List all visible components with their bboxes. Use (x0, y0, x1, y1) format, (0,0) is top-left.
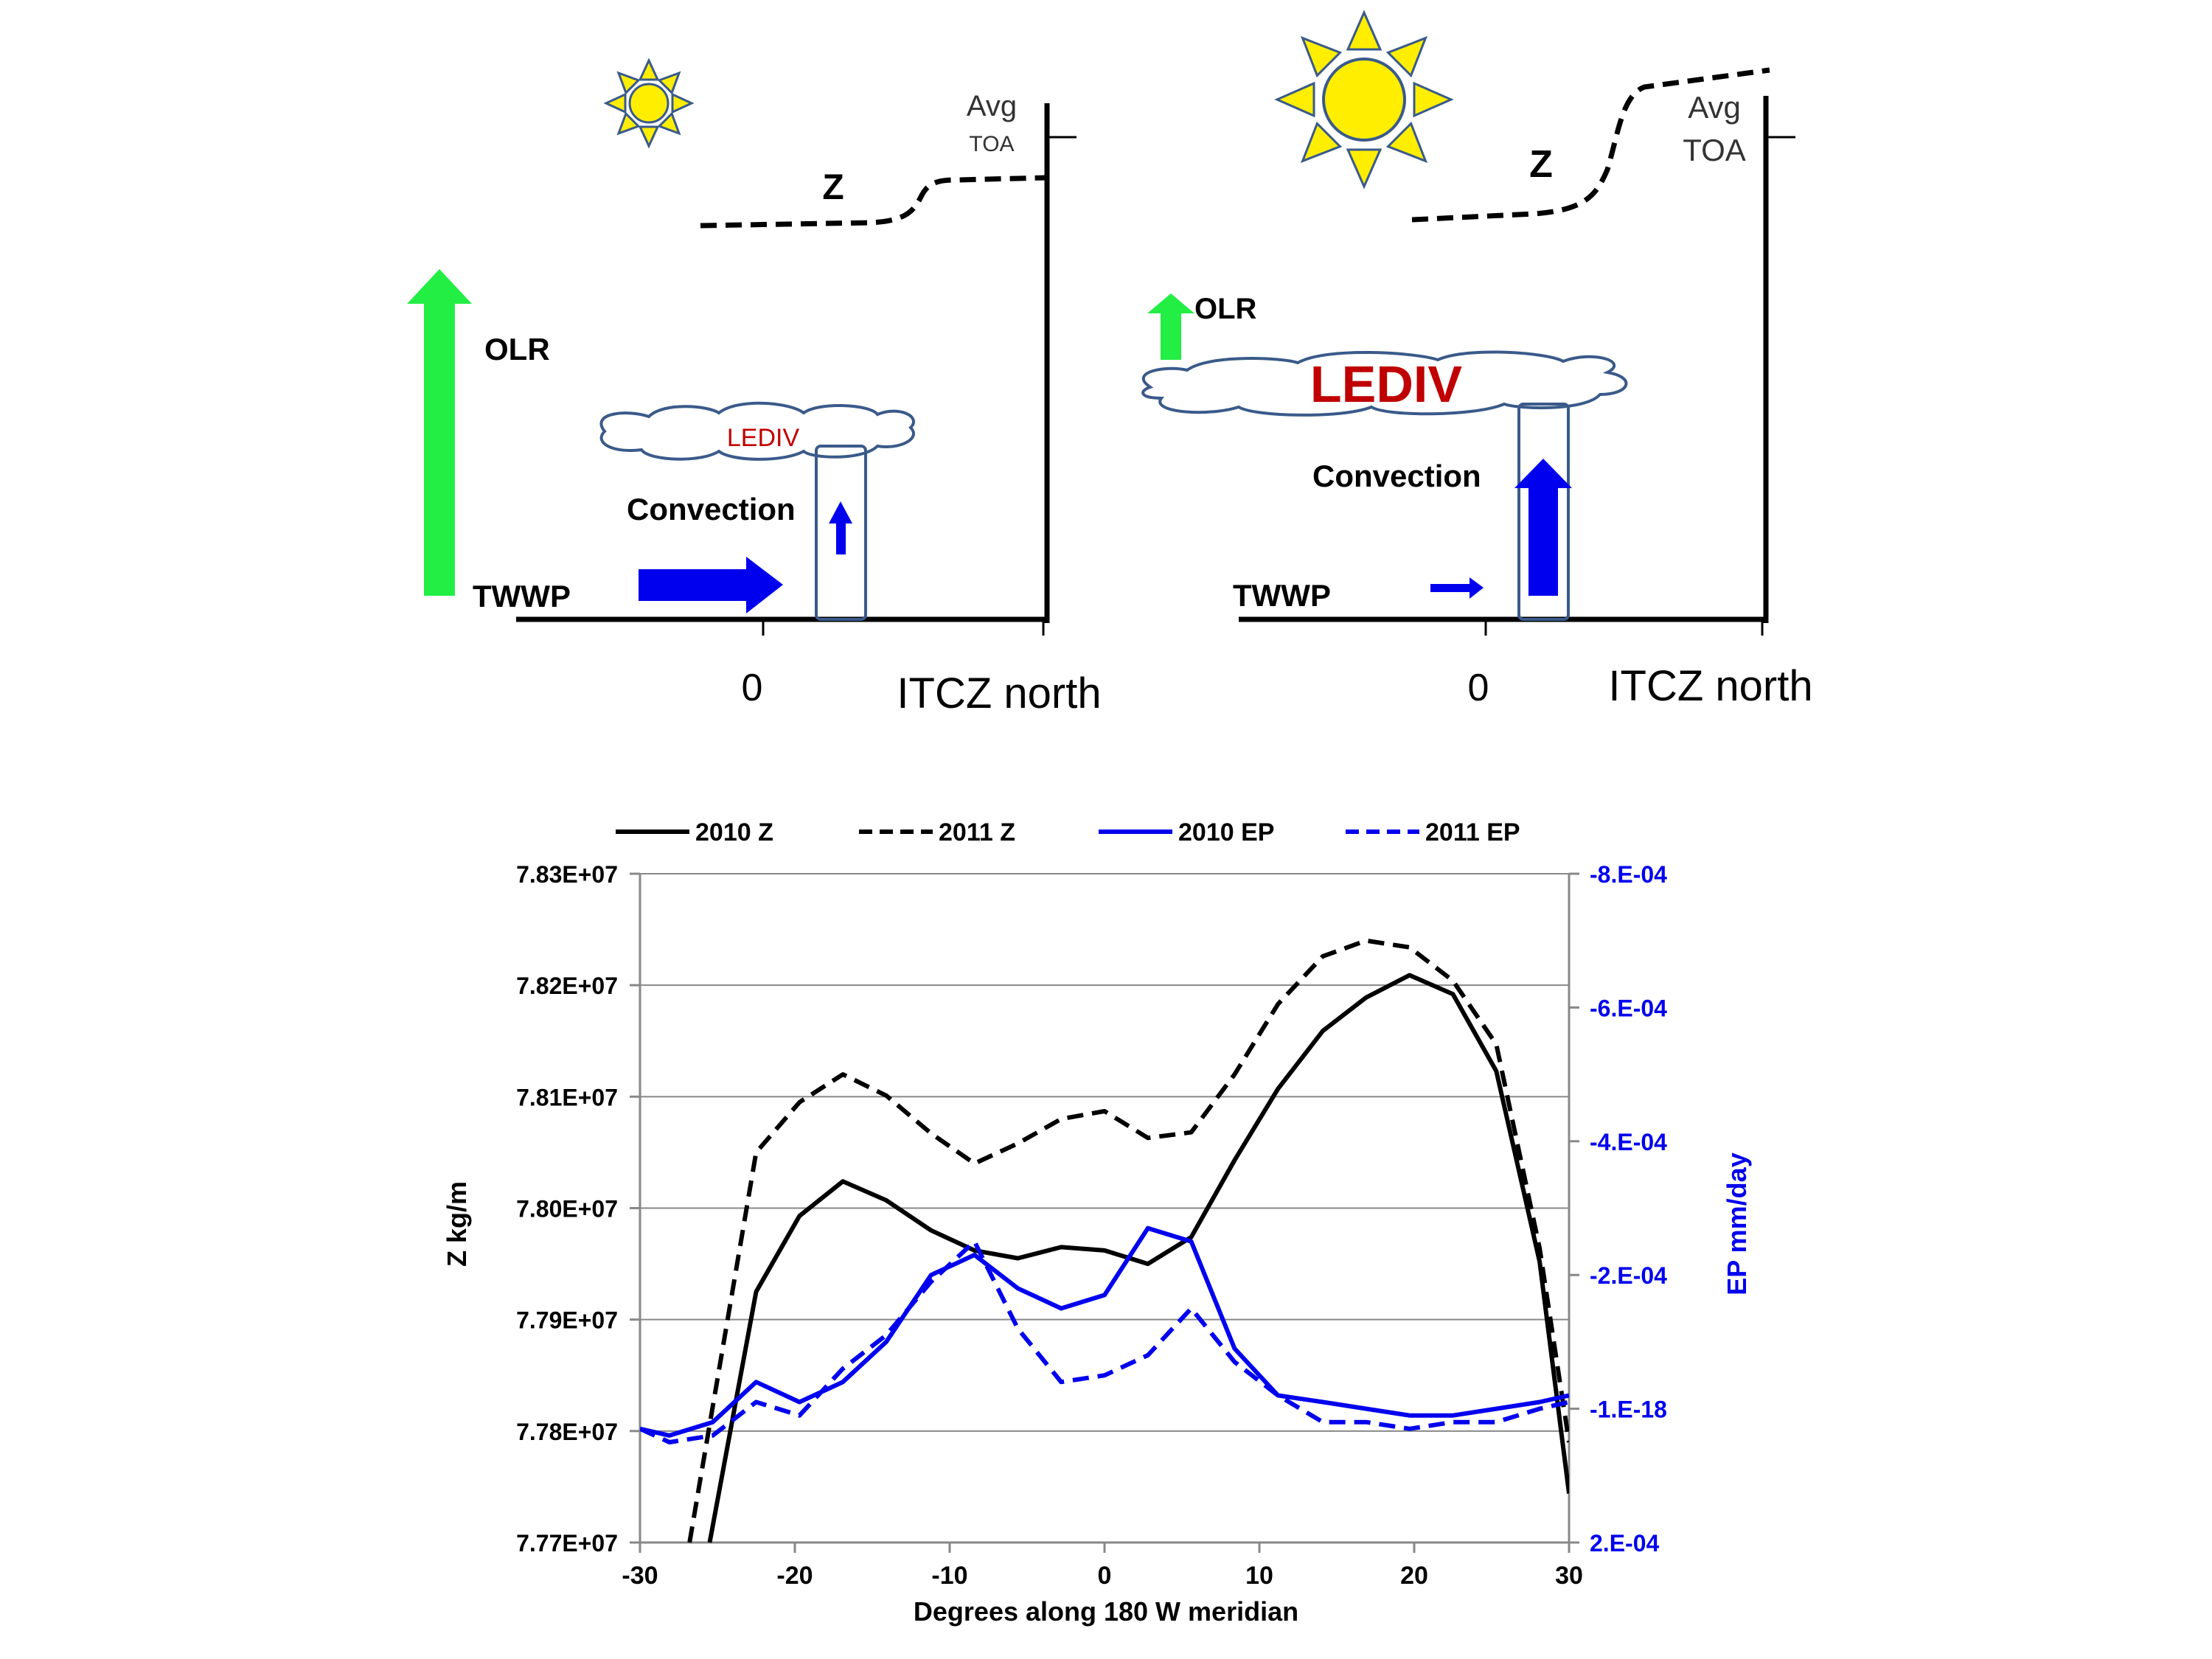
y-axis-right-label: EP mm/day (1722, 1152, 1752, 1295)
legend-label: 2011 Z (939, 818, 1015, 846)
right-cloud (1141, 350, 1628, 417)
left-toa-label-avg: Avg (967, 90, 1017, 122)
sun-large-ray-2 (1346, 148, 1382, 189)
series-line-2010-z (707, 973, 1569, 1543)
right-toa-label-toa: TOA (1683, 133, 1746, 167)
series-line-2010-ep (640, 1225, 1569, 1438)
chart: -30 -20 -10 0 10 20 30 7.77E+07 7.78E+07 7.79E+0… (442, 818, 1752, 1627)
right-twwp-label: TWWP (1233, 578, 1331, 613)
x-tick-label: -30 (622, 1562, 658, 1590)
left-convection-label: Convection (627, 492, 796, 526)
x-tick-label: -10 (931, 1562, 967, 1590)
sun-small-ray-7 (657, 71, 681, 95)
right-zero-label: 0 (1468, 667, 1489, 709)
right-toa-label-avg: Avg (1688, 90, 1741, 125)
sun-large-ray-6 (1346, 10, 1382, 51)
left-convection-arrow (829, 501, 852, 554)
x-tick-label: 0 (1098, 1562, 1112, 1590)
sun-small-ray-2 (638, 125, 660, 149)
legend-label: 2011 EP (1425, 818, 1520, 846)
y-right-tick-label: 2.E-04 (1590, 1530, 1659, 1557)
left-itcz-label: ITCZ north (897, 669, 1101, 717)
right-cloud-label: LEDIV (1310, 355, 1462, 413)
y-left-tick-label: 7.79E+07 (516, 1307, 618, 1334)
left-zero-label: 0 (742, 667, 763, 709)
chart-y-left-ticks: 7.77E+07 7.78E+07 7.79E+07 7.80E+07 7.81E+07… (516, 861, 640, 1557)
x-tick-label: 20 (1400, 1562, 1428, 1590)
y-right-tick-label: -4.E-04 (1590, 1129, 1667, 1155)
left-z-curve (700, 175, 1048, 229)
sun-large-ray-4 (1274, 81, 1315, 118)
sun-small-ray-1 (657, 111, 681, 136)
y-right-tick-label: -6.E-04 (1590, 995, 1667, 1021)
right-olr-label: OLR (1194, 293, 1257, 325)
sun-large-ray-1 (1385, 121, 1428, 164)
sun-large-ray-5 (1300, 35, 1343, 78)
sun-small-ray-0 (671, 92, 695, 114)
left-toa-label-toa: TOA (969, 132, 1014, 156)
right-convection-arrow (1514, 459, 1572, 596)
chart-series (640, 938, 1569, 1543)
left-olr-label: OLR (484, 332, 550, 366)
chart-y-right-ticks: 2.E-04 -1.E-18 -2.E-04 -4.E-04 -6.E-04 -8.E-0… (1569, 861, 1667, 1557)
left-olr-arrow (407, 269, 472, 596)
schematic-right: Z Avg TOA OLR LEDIV Convection TWWP 0 IT… (1141, 10, 1813, 710)
y-left-tick-label: 7.80E+07 (516, 1196, 618, 1222)
right-z-label: Z (1529, 143, 1553, 186)
y-left-tick-label: 7.77E+07 (516, 1530, 618, 1557)
left-z-label: Z (822, 168, 844, 207)
right-olr-arrow (1147, 293, 1194, 360)
left-twwp-arrow (639, 557, 783, 613)
right-itcz-label: ITCZ north (1608, 662, 1812, 710)
sun-small-ray-5 (616, 71, 641, 95)
series-line-2011-ep (640, 1239, 1569, 1444)
y-left-tick-label: 7.83E+07 (516, 861, 618, 888)
left-cloud-label: LEDIV (727, 424, 800, 452)
left-twwp-label: TWWP (473, 579, 571, 613)
sun-large-ray-3 (1300, 121, 1343, 164)
x-tick-label: -20 (776, 1562, 813, 1590)
y-left-tick-label: 7.82E+07 (516, 973, 618, 999)
y-right-tick-label: -1.E-18 (1590, 1397, 1667, 1423)
x-tick-label: 10 (1245, 1562, 1273, 1590)
y-left-tick-label: 7.78E+07 (516, 1419, 618, 1445)
right-convection-column (1517, 403, 1570, 621)
x-tick-label: 30 (1555, 1562, 1583, 1590)
y-right-tick-label: -2.E-04 (1590, 1262, 1667, 1289)
chart-legend: 2010 Z 2011 Z 2010 EP 2011 EP (616, 818, 1520, 846)
sun-large-ray-7 (1385, 35, 1428, 78)
series-line-2011-z (687, 938, 1569, 1543)
y-right-tick-label: -8.E-04 (1590, 861, 1667, 888)
right-twwp-arrow (1430, 577, 1484, 599)
chart-gridlines (640, 873, 1569, 1432)
sun-icon-small (603, 58, 695, 149)
legend-label: 2010 Z (695, 818, 773, 846)
sun-small-ray-4 (603, 92, 627, 114)
right-convection-label: Convection (1312, 459, 1481, 493)
sun-large-ray-0 (1413, 81, 1454, 118)
left-convection-column (815, 445, 867, 621)
y-axis-left-label: Z kg/m (442, 1181, 472, 1267)
schematic-left: Z Avg TOA OLR LEDIV Convection TWWP 0 IT… (407, 58, 1102, 717)
y-left-tick-label: 7.81E+07 (516, 1084, 618, 1110)
sun-icon-large (1274, 10, 1454, 189)
sun-small-ray-3 (616, 111, 641, 136)
x-axis-label: Degrees along 180 W meridian (914, 1596, 1298, 1627)
right-z-curve (1411, 67, 1770, 223)
legend-label: 2010 EP (1178, 818, 1274, 846)
sun-small-ray-6 (638, 58, 660, 81)
chart-x-ticks: -30 -20 -10 0 10 20 30 (622, 1543, 1583, 1590)
